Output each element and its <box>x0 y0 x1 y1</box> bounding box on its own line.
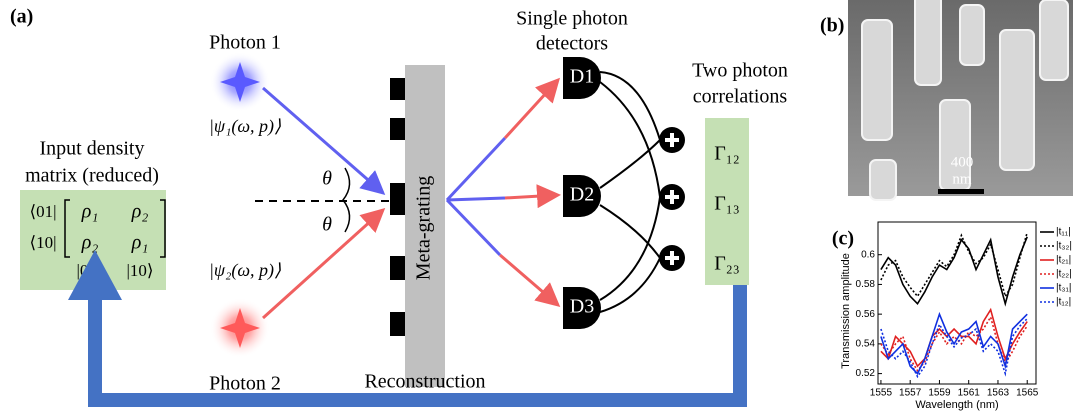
correlation-label: Γ₂₃ <box>714 253 740 275</box>
reconstruction-label: Reconstruction <box>364 371 485 393</box>
x-axis-label: Wavelength (nm) <box>915 399 998 411</box>
row-label: ⟨10| <box>29 233 56 252</box>
correlations-title: correlations <box>693 86 788 108</box>
detector-label: D1 <box>570 66 594 88</box>
matrix-entry: ρ₁ <box>81 201 99 223</box>
angle-label: θ <box>322 168 332 190</box>
panel-label: (a) <box>10 6 33 28</box>
matrix-title: Input density <box>40 138 145 160</box>
col-label: |10⟩ <box>126 261 153 280</box>
photon-label: Photon 1 <box>209 32 281 54</box>
row-label: ⟨01| <box>29 202 56 221</box>
x-tick-label: 1559 <box>928 388 951 399</box>
detector-wires <box>600 72 660 312</box>
matrix-entry: ρ₁ <box>131 232 149 254</box>
scale-bar <box>938 189 984 194</box>
legend-label: |t₂₁| <box>1056 255 1071 266</box>
coincidence-adders <box>659 127 685 271</box>
detectors-title: detectors <box>536 33 608 55</box>
grating-bars <box>390 78 405 336</box>
detectors-title: Single photon <box>516 8 628 30</box>
y-tick-label: 0.58 <box>856 279 876 290</box>
panel-a: (a) Photon 1 Photon 2 |ψ₁(ω, p)⟩ |ψ₂(ω, … <box>10 6 788 400</box>
matrix-entry: ρ₂ <box>81 232 99 254</box>
legend-label: |t₁₂| <box>1056 297 1071 308</box>
scale-unit: nm <box>952 171 972 187</box>
y-tick-label: 0.52 <box>856 368 876 379</box>
y-tick-label: 0.6 <box>861 249 875 260</box>
legend-label: |t₃₁| <box>1056 283 1071 294</box>
x-tick-label: 1557 <box>899 388 922 399</box>
correlations-title: Two photon <box>692 60 788 82</box>
panel-label: (c) <box>832 228 854 250</box>
angle-label: θ <box>322 214 332 236</box>
x-tick-label: 1565 <box>1016 388 1039 399</box>
detector-label: D3 <box>570 296 594 318</box>
scale-value: 400 <box>951 154 974 170</box>
y-tick-label: 0.54 <box>856 339 876 350</box>
output-beams <box>447 80 558 305</box>
correlation-label: Γ₁₂ <box>714 143 740 165</box>
legend-label: |t₁₁| <box>1056 227 1071 238</box>
matrix-entry: ρ₂ <box>131 201 149 223</box>
grating-label: Meta-grating <box>413 176 435 280</box>
page: (a) Photon 1 Photon 2 |ψ₁(ω, p)⟩ |ψ₂(ω, … <box>0 0 1073 412</box>
x-tick-label: 1555 <box>870 388 893 399</box>
x-tick-label: 1561 <box>958 388 981 399</box>
panel-label: (b) <box>820 15 844 37</box>
detector-label: D2 <box>570 184 594 206</box>
correlation-label: Γ₁₃ <box>714 193 740 215</box>
legend-label: |t₂₂| <box>1056 269 1072 280</box>
matrix-title: matrix (reduced) <box>25 165 159 187</box>
photon-label: Photon 2 <box>209 373 281 395</box>
panel-b: (b) 400 nm <box>820 0 1073 200</box>
y-axis-label: Transmission amplitude <box>840 253 852 369</box>
state-label: |ψ₁(ω, p)⟩ <box>209 116 281 137</box>
legend-label: |t₃₂| <box>1056 241 1072 252</box>
figure: (a) Photon 1 Photon 2 |ψ₁(ω, p)⟩ |ψ₂(ω, … <box>0 0 1073 412</box>
x-tick-label: 1563 <box>987 388 1010 399</box>
state-label: |ψ₂(ω, p)⟩ <box>209 260 281 281</box>
y-tick-label: 0.56 <box>856 309 876 320</box>
panel-c: (c) 0.52 0.54 0.56 0.58 0.6 1555 1557 1559 1561 1… <box>820 212 1073 412</box>
